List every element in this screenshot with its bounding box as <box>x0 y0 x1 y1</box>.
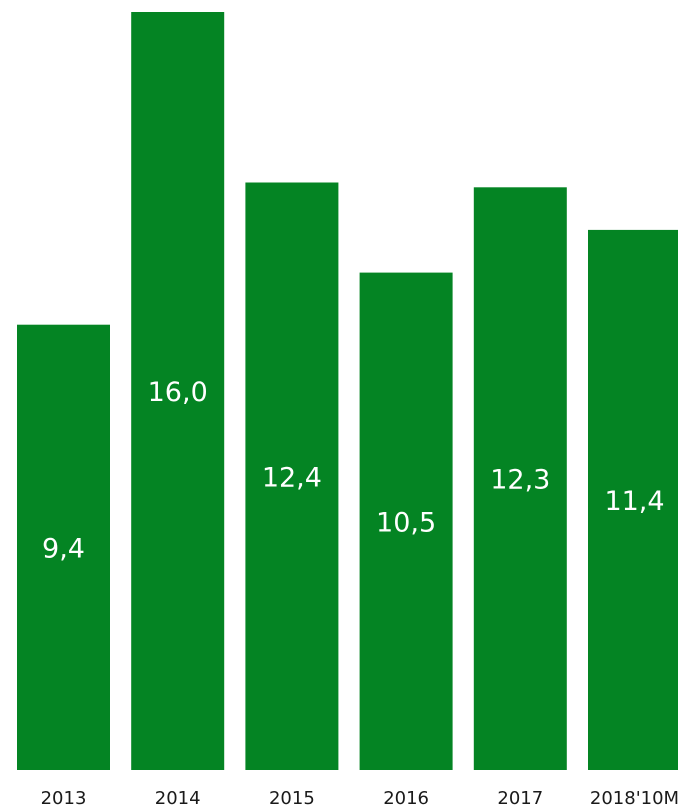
value-labels-group: 9,4 16,0 12,4 10,5 12,3 11,4 <box>42 377 665 564</box>
bar-value-label: 11,4 <box>604 486 664 517</box>
bar-2013 <box>17 324 110 770</box>
bar-value-label: 12,3 <box>490 465 550 496</box>
x-tick-label: 2017 <box>497 788 543 807</box>
bar-2018'10M <box>588 229 678 770</box>
bar-2017 <box>473 187 567 771</box>
bar-value-label: 9,4 <box>42 533 85 564</box>
bar-value-label: 12,4 <box>262 462 322 493</box>
bar-2016 <box>359 272 453 770</box>
x-tick-label: 2014 <box>155 788 201 807</box>
x-axis-ticks: 2013 2014 2015 2016 2017 2018'10M <box>41 788 678 807</box>
x-tick-label: 2015 <box>269 788 315 807</box>
x-tick-label: 2018'10M <box>590 788 678 807</box>
x-tick-label: 2016 <box>383 788 429 807</box>
bar-2015 <box>245 182 339 770</box>
x-tick-label: 2013 <box>41 788 87 807</box>
bar-value-label: 10,5 <box>376 507 436 538</box>
bar-value-label: 16,0 <box>148 377 208 408</box>
bar-2014 <box>131 12 225 770</box>
bars-group <box>17 12 678 771</box>
